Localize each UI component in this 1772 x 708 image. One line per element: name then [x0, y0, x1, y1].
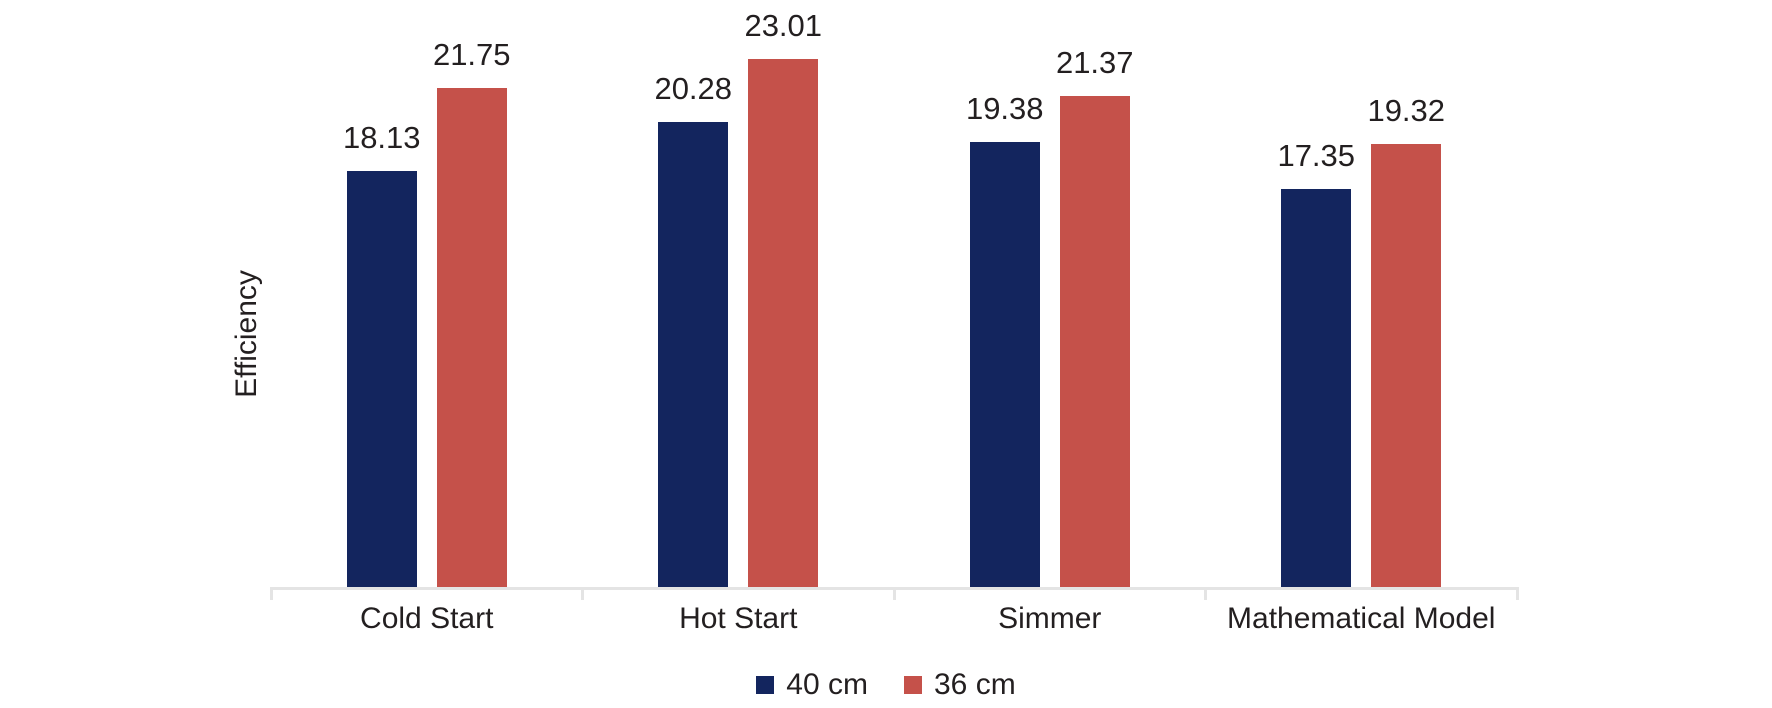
bar-value-label: 19.38 — [965, 91, 1044, 126]
x-axis-tick — [892, 587, 896, 600]
bar-value-label: 18.13 — [342, 120, 421, 155]
bar-value-label: 21.37 — [1055, 45, 1134, 80]
bar-value-label: 20.28 — [654, 71, 733, 106]
x-axis-tick — [1515, 587, 1519, 600]
x-axis-tick — [269, 587, 273, 600]
bar-36-cm-mathematical-model — [1371, 144, 1442, 588]
bar-40-cm-simmer — [969, 142, 1040, 588]
bar-40-cm-mathematical-model — [1281, 189, 1352, 588]
legend-item-40-cm: 40 cm — [756, 668, 868, 702]
y-axis-title: Efficiency — [230, 270, 263, 398]
bar-value-label: 17.35 — [1277, 138, 1356, 173]
x-tick-label-hot-start: Hot Start — [679, 602, 798, 635]
x-axis-tick — [581, 587, 584, 600]
bar-36-cm-simmer — [1059, 96, 1130, 588]
legend-label: 40 cm — [786, 668, 868, 701]
bar-value-label: 19.32 — [1367, 93, 1446, 128]
bar-36-cm-cold-start — [436, 88, 507, 588]
legend-label: 36 cm — [934, 668, 1016, 701]
legend-swatch-icon — [904, 676, 922, 694]
bar-40-cm-hot-start — [658, 122, 729, 588]
bar-36-cm-hot-start — [748, 59, 819, 588]
bar-value-label: 23.01 — [744, 8, 823, 43]
x-tick-label-cold-start: Cold Start — [360, 602, 494, 635]
legend: 40 cm 36 cm — [0, 668, 1772, 702]
bar-40-cm-cold-start — [346, 171, 417, 588]
legend-item-36-cm: 36 cm — [904, 668, 1016, 702]
bar-value-label: 21.75 — [432, 37, 511, 72]
x-axis-tick — [1204, 587, 1207, 600]
x-tick-label-mathematical-model: Mathematical Model — [1227, 602, 1496, 635]
x-tick-label-simmer: Simmer — [998, 602, 1102, 635]
legend-swatch-icon — [756, 676, 775, 694]
